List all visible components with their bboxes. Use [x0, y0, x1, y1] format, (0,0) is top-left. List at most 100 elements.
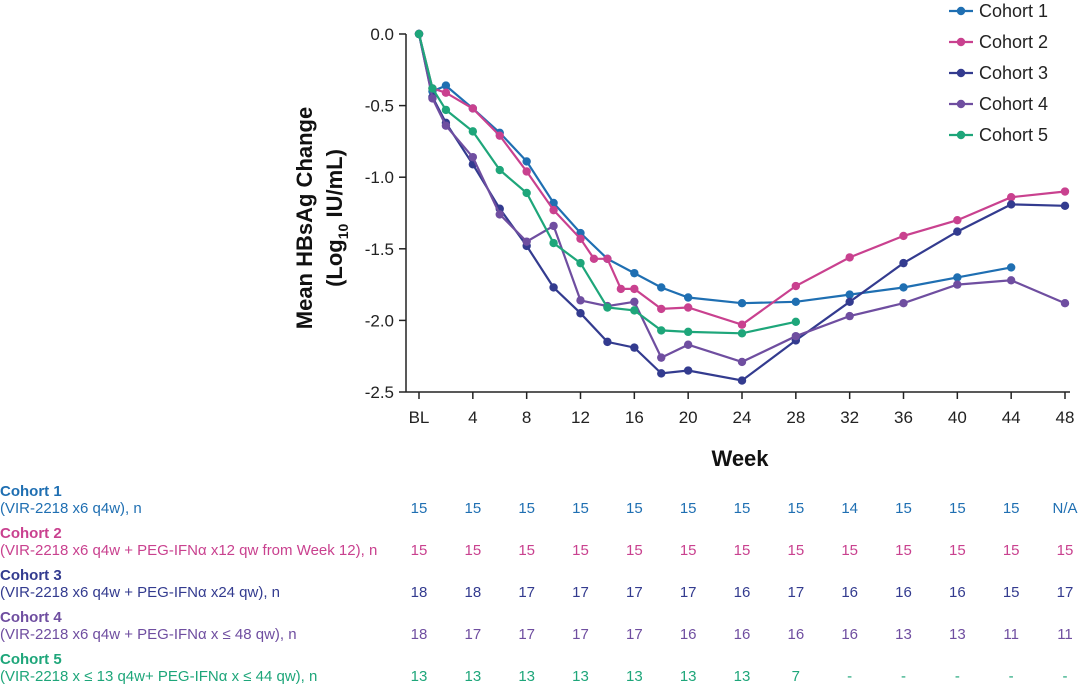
series-line — [417, 33, 1012, 305]
n-table-cell: 17 — [625, 626, 643, 643]
data-point — [441, 105, 451, 115]
n-table-cell: - — [1008, 668, 1014, 685]
n-table-cell: 15 — [1002, 542, 1020, 559]
data-point — [522, 237, 531, 246]
data-point — [845, 290, 854, 299]
data-point — [791, 281, 801, 291]
data-point — [683, 303, 693, 312]
n-table-cell: 15 — [1002, 500, 1020, 517]
data-point — [630, 306, 639, 315]
series-layer — [414, 29, 1070, 385]
n-table-cell: 13 — [679, 668, 697, 685]
n-table-cell: 15 — [518, 542, 535, 559]
x-tick-label: 20 — [679, 408, 698, 427]
legend-swatch-marker — [956, 6, 966, 16]
legend-swatch-marker — [956, 99, 966, 109]
n-table-cohort-name: Cohort 4 — [0, 609, 62, 626]
n-table-cell: 13 — [895, 626, 912, 643]
data-point — [1006, 276, 1016, 285]
n-table-cell: 17 — [787, 584, 805, 601]
legend-item-cohort-2: Cohort 2 — [949, 32, 1048, 52]
n-table-cell: 15 — [464, 542, 482, 559]
legend-item-cohort-3: Cohort 3 — [949, 63, 1048, 83]
data-point — [549, 221, 558, 231]
n-table-cell: 18 — [464, 584, 482, 601]
n-table-cell: N/A — [1052, 500, 1078, 517]
n-table-cell: - — [1062, 668, 1068, 685]
n-table-cell: 15 — [841, 542, 858, 559]
data-point — [428, 94, 437, 103]
n-table-cell: 15 — [625, 500, 643, 517]
series-line — [417, 33, 1066, 326]
legend-item-cohort-1: Cohort 1 — [949, 1, 1048, 21]
y-tick-label: -2.0 — [365, 311, 394, 330]
data-point — [495, 165, 504, 175]
y-axis-title: Mean HBsAg Change (Log10 IU/mL) — [292, 107, 351, 329]
data-point — [683, 327, 693, 337]
data-point — [953, 215, 962, 225]
n-table-cell: 15 — [733, 500, 751, 517]
y-tick-label: -2.5 — [365, 383, 394, 402]
n-table-cell: 15 — [787, 500, 805, 517]
legend: Cohort 1 Cohort 2 Cohort 3 Cohort 4 Cohort 5 — [949, 1, 1048, 145]
legend-swatch-marker — [956, 68, 966, 78]
n-table-cell: 7 — [791, 668, 800, 685]
n-table-cohort-desc: (VIR-2218 x ≤ 13 q4w+ PEG-IFNα x ≤ 44 qw… — [0, 668, 318, 685]
y-tick-label: -1.5 — [365, 240, 394, 259]
data-point — [576, 309, 585, 318]
n-table-cell: 16 — [841, 584, 858, 601]
n-table-cell: - — [901, 668, 906, 685]
data-point — [657, 353, 666, 362]
data-point — [522, 167, 531, 176]
data-point — [791, 317, 801, 327]
n-table-cell: 16 — [733, 584, 751, 601]
y-tick-label: -0.5 — [365, 97, 394, 116]
series-cohort-1 — [414, 29, 1016, 308]
data-point — [845, 311, 854, 321]
data-point — [468, 152, 478, 162]
n-table-cell: 16 — [841, 626, 858, 643]
legend-label: Cohort 4 — [979, 94, 1048, 114]
n-table-cell: - — [954, 668, 960, 685]
n-table-cell: 15 — [1002, 584, 1020, 601]
data-point — [657, 283, 666, 292]
data-point — [899, 283, 908, 292]
data-point — [549, 205, 558, 215]
x-tick-label: 40 — [948, 408, 967, 427]
n-table-cell: 15 — [410, 542, 428, 559]
legend-label: Cohort 1 — [979, 1, 1048, 21]
x-tick-label: 24 — [733, 408, 752, 427]
n-table-cell: 15 — [572, 542, 589, 559]
n-table-cell: 15 — [948, 542, 966, 559]
n-table-cell: 18 — [410, 584, 428, 601]
legend-swatch-marker — [956, 37, 966, 47]
legend-label: Cohort 5 — [979, 125, 1048, 145]
n-table-cell: 13 — [518, 668, 535, 685]
data-point — [603, 254, 612, 264]
n-table-cell: 15 — [733, 542, 751, 559]
n-table-cell: 13 — [733, 668, 751, 685]
data-point — [1060, 299, 1070, 308]
n-table-cell: 17 — [572, 626, 589, 643]
n-table-cell: 17 — [464, 626, 482, 643]
n-table-cohort-desc: (VIR-2218 x6 q4w), n — [0, 500, 142, 517]
legend-item-cohort-4: Cohort 4 — [949, 94, 1048, 114]
x-tick-label: BL — [409, 408, 430, 427]
data-point — [495, 131, 504, 140]
data-point — [576, 258, 585, 268]
data-point — [953, 273, 962, 282]
data-point — [683, 293, 693, 302]
data-point — [630, 297, 639, 306]
n-table-cohort-desc: (VIR-2218 x6 q4w + PEG-IFNα x12 qw from … — [0, 542, 378, 559]
series-cohort-2 — [414, 29, 1070, 329]
data-point — [899, 231, 908, 241]
data-point — [522, 188, 531, 198]
n-table-cell: 13 — [625, 668, 643, 685]
data-point — [899, 299, 908, 308]
data-point — [1006, 263, 1016, 272]
x-tick-label: 32 — [840, 408, 859, 427]
data-point — [589, 254, 599, 264]
series-line — [417, 33, 1066, 364]
n-table-cohort-desc: (VIR-2218 x6 q4w + PEG-IFNα x24 qw), n — [0, 584, 281, 601]
n-table-cell: 17 — [518, 626, 535, 643]
